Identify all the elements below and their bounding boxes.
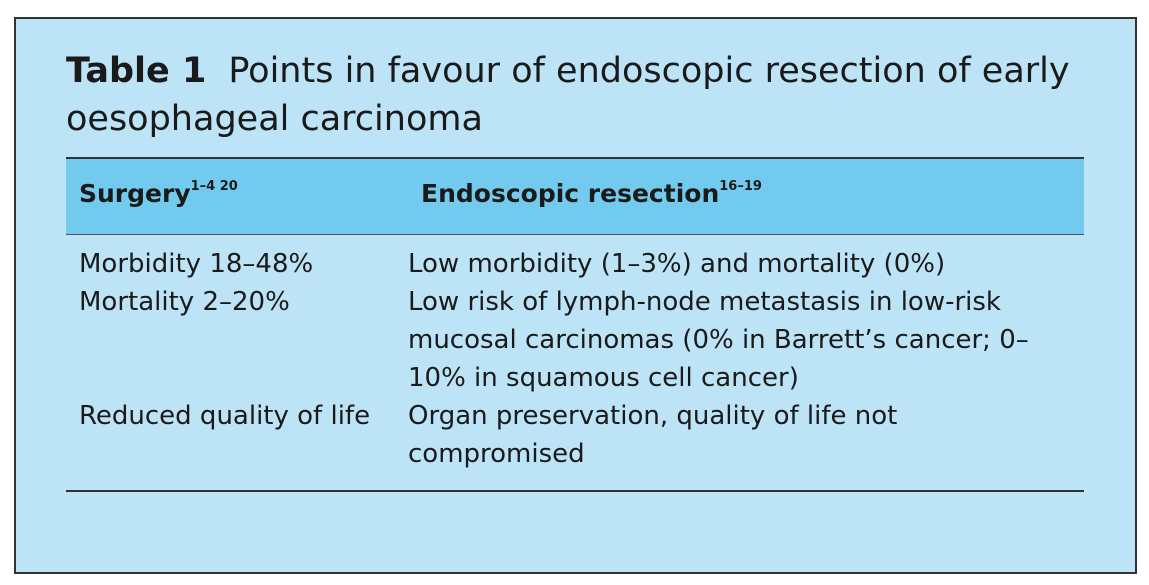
table-row: Mortality 2–20% Low risk of lymph-node me…: [66, 283, 1084, 397]
bottom-rule: [66, 490, 1084, 492]
header-cell: Endoscopic resection16–19: [421, 179, 762, 208]
table-row: Morbidity 18–48% Low morbidity (1–3%) and…: [66, 245, 1084, 283]
header-text: Endoscopic resection: [421, 179, 720, 208]
table-title: Table 1 Points in favour of endoscopic re…: [66, 47, 1096, 143]
header-ref: 1–4 20: [190, 179, 238, 194]
title-text: Points in favour of endoscopic resection…: [66, 51, 1070, 139]
header-ref: 16–19: [719, 179, 762, 194]
header-row: Surgery1–4 20 Endoscopic resection16–19: [66, 157, 1084, 235]
table-body: Morbidity 18–48% Low morbidity (1–3%) and…: [66, 245, 1084, 473]
header-cell: Surgery1–4 20: [79, 179, 238, 208]
table-cell: Low risk of lymph-node metastasis in low…: [408, 287, 1029, 393]
table-label: Table 1: [66, 51, 207, 91]
table-cell: Mortality 2–20%: [79, 287, 290, 317]
table-cell: Reduced quality of life: [79, 401, 371, 431]
table-cell: Morbidity 18–48%: [79, 249, 314, 279]
table-box: Table 1 Points in favour of endoscopic re…: [14, 17, 1137, 574]
table-cell: Organ preservation, quality of life not …: [408, 401, 898, 469]
header-text: Surgery: [79, 179, 191, 208]
table-row: Reduced quality of life Organ preservatio…: [66, 397, 1084, 473]
table-cell: Low morbidity (1–3%) and mortality (0%): [408, 249, 946, 279]
